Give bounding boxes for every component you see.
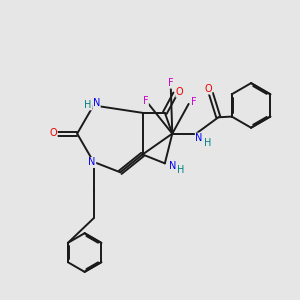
Text: O: O <box>204 84 212 94</box>
Text: O: O <box>176 87 184 97</box>
Text: N: N <box>88 158 96 167</box>
Text: N: N <box>93 98 100 108</box>
Text: F: F <box>191 97 197 106</box>
Text: H: H <box>177 165 184 175</box>
Text: F: F <box>143 96 148 106</box>
Text: O: O <box>50 128 57 138</box>
Text: H: H <box>85 100 92 110</box>
Text: F: F <box>168 78 174 88</box>
Text: H: H <box>204 138 211 148</box>
Text: N: N <box>195 133 203 143</box>
Text: N: N <box>169 161 176 171</box>
